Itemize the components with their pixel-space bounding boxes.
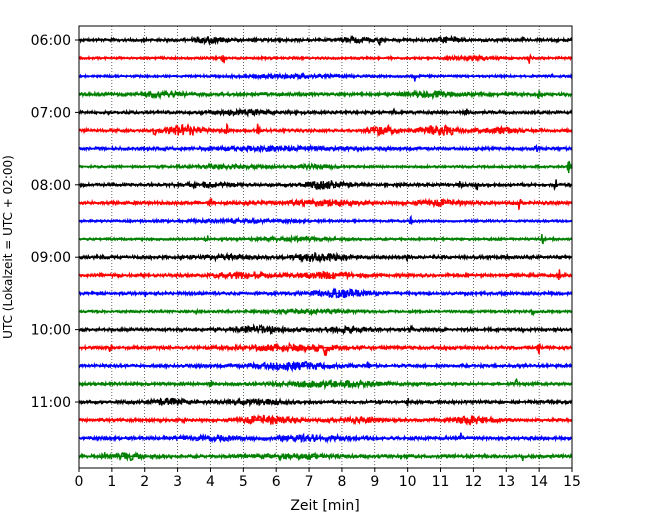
x-tick-label-4: 4 — [206, 474, 215, 490]
y-tick-label-07:00: 07:00 — [31, 105, 71, 121]
x-axis-ticks: 0 1 2 3 4 5 6 7 8 9 10 11 12 13 14 15 — [75, 468, 581, 490]
trace-1130 — [78, 432, 573, 444]
y-axis-label: UTC (Lokalzeit = UTC + 02:00) — [1, 155, 15, 339]
trace-0815 — [78, 197, 573, 210]
x-tick-label-1: 1 — [107, 474, 116, 490]
x-tick-label-14: 14 — [530, 474, 548, 490]
x-tick-label-3: 3 — [173, 474, 182, 490]
y-tick-label-11:00: 11:00 — [31, 395, 71, 411]
seismic-traces — [78, 34, 573, 462]
x-axis-label: Zeit [min] — [290, 498, 359, 514]
x-tick-label-5: 5 — [239, 474, 248, 490]
y-tick-label-10:00: 10:00 — [31, 323, 71, 339]
x-tick-label-2: 2 — [140, 474, 149, 490]
trace-0615 — [78, 53, 573, 64]
x-tick-label-9: 9 — [370, 474, 379, 490]
y-tick-label-08:00: 08:00 — [31, 178, 71, 194]
trace-1015 — [78, 341, 573, 356]
x-tick-label-12: 12 — [464, 474, 482, 490]
trace-1000 — [78, 323, 573, 336]
y-tick-label-06:00: 06:00 — [31, 33, 71, 49]
trace-0600 — [78, 34, 573, 47]
x-tick-label-6: 6 — [272, 474, 281, 490]
y-axis-ticks: 06:00 07:00 08:00 09:00 10:00 11:00 — [31, 33, 79, 411]
x-tick-label-11: 11 — [432, 474, 450, 490]
x-tick-label-0: 0 — [75, 474, 84, 490]
x-tick-label-13: 13 — [497, 474, 515, 490]
x-tick-label-10: 10 — [399, 474, 417, 490]
trace-0630 — [78, 71, 573, 82]
trace-0715 — [78, 122, 573, 138]
x-tick-label-7: 7 — [305, 474, 314, 490]
x-tick-label-15: 15 — [563, 474, 581, 490]
y-tick-label-09:00: 09:00 — [31, 250, 71, 266]
plot-frame — [78, 25, 573, 469]
x-tick-label-8: 8 — [337, 474, 346, 490]
